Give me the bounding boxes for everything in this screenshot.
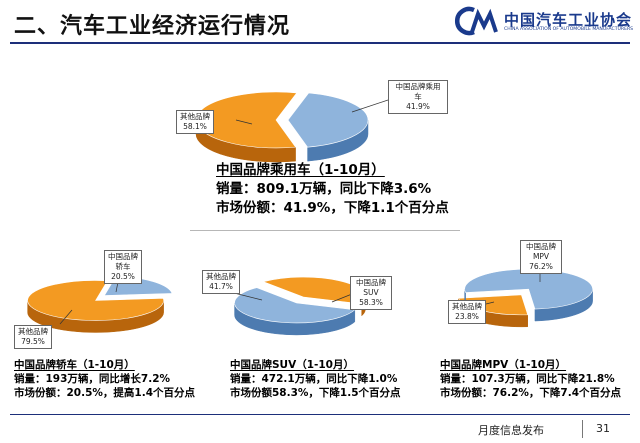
summary-mpv: 中国品牌MPV（1-10月） 销量：107.3万辆，同比下降21.8% 市场份额… (440, 358, 621, 400)
slice-label-domestic-sedan: 中国品牌轿车 20.5% (104, 250, 142, 284)
summary-passenger: 中国品牌乘用车（1-10月） 销量：809.1万辆，同比下降3.6% 市场份额：… (216, 161, 449, 218)
pie-slice-domestic (464, 268, 593, 310)
logo-text: 中国汽车工业协会 (504, 11, 633, 29)
slice-label-domestic-mpv: 中国品牌MPV 76.2% (520, 240, 562, 274)
page-number: 31 (596, 422, 610, 435)
sales-note: 销量：809.1万辆，同比下降3.6% (216, 181, 432, 197)
footer-text: 月度信息发布 (478, 424, 544, 437)
logo-subtext: CHINA ASSOCIATION OF AUTOMOBILE MANUFACT… (504, 27, 634, 32)
slice-label-domestic-passenger: 中国品牌乘用车 41.9% (388, 80, 448, 114)
pie-chart-passenger (195, 91, 369, 163)
share-note: 市场份额：20.5%，提高1.4个百分点 (14, 387, 196, 399)
slice-label-domestic-suv: 中国品牌SUV 58.3% (350, 276, 392, 310)
slice-label-name: 中国品牌乘用车 (395, 82, 441, 101)
leader-line (351, 99, 389, 113)
pie-slice-other (27, 280, 164, 321)
slice-label-value: 79.5% (21, 337, 45, 346)
logo-mark-icon (455, 6, 498, 36)
logo: 中国汽车工业协会 CHINA ASSOCIATION OF AUTOMOBILE… (452, 6, 634, 36)
slice-label-name: 其他品牌 (180, 112, 210, 121)
leader-line (235, 119, 253, 125)
footer-separator (582, 420, 583, 438)
summary-suv: 中国品牌SUV（1-10月） 销量：472.1万辆，同比下降1.0% 市场份额5… (230, 358, 401, 400)
slice-label-name: 其他品牌 (18, 327, 48, 336)
chart-title: 中国品牌轿车（1-10月） (14, 359, 135, 371)
pie-slice-domestic (287, 92, 369, 148)
slide-title: 二、汽车工业经济运行情况 (14, 14, 291, 39)
chart-title: 中国品牌SUV（1-10月） (230, 359, 354, 371)
pie-slice-domestic (234, 287, 356, 324)
share-note: 市场份额：41.9%，下降1.1个百分点 (216, 200, 449, 216)
slice-label-other-suv: 其他品牌 41.7% (202, 270, 240, 294)
slice-label-value: 23.8% (455, 312, 479, 321)
summary-sedan: 中国品牌轿车（1-10月） 销量：193万辆，同比增长7.2% 市场份额：20.… (14, 358, 195, 400)
slice-label-value: 41.7% (209, 282, 233, 291)
slice-label-name: 其他品牌 (452, 302, 482, 311)
slice-label-other-mpv: 其他品牌 23.8% (448, 300, 486, 324)
slice-label-name: 其他品牌 (206, 272, 236, 281)
slice-label-value: 20.5% (111, 272, 135, 281)
sales-note: 销量：193万辆，同比增长7.2% (14, 373, 171, 385)
header-rule (10, 42, 630, 44)
slice-label-name: 中国品牌SUV (356, 278, 386, 297)
footer-rule (10, 414, 630, 415)
share-note: 市场份额：76.2%，下降7.4个百分点 (440, 387, 622, 399)
slice-label-value: 76.2% (529, 262, 553, 271)
section-divider (190, 230, 460, 231)
leader-line (59, 309, 73, 325)
slice-label-value: 58.3% (359, 298, 383, 307)
pie-chart-suv (234, 276, 366, 336)
slice-label-value: 58.1% (183, 122, 207, 131)
slice-label-other-passenger: 其他品牌 58.1% (176, 110, 214, 134)
slice-label-name: 中国品牌MPV (526, 242, 556, 261)
label-leader-lines (59, 99, 541, 325)
chart-title: 中国品牌MPV（1-10月） (440, 359, 567, 371)
slice-label-value: 41.9% (406, 102, 430, 111)
sales-note: 销量：107.3万辆，同比下降21.8% (440, 373, 615, 385)
slice-label-name: 中国品牌轿车 (108, 252, 138, 271)
sales-note: 销量：472.1万辆，同比下降1.0% (230, 373, 398, 385)
share-note: 市场份额58.3%，下降1.5个百分点 (230, 387, 401, 399)
chart-title: 中国品牌乘用车（1-10月） (216, 162, 385, 178)
slice-label-other-sedan: 其他品牌 79.5% (14, 325, 52, 349)
pie-chart-sedan (27, 275, 173, 333)
